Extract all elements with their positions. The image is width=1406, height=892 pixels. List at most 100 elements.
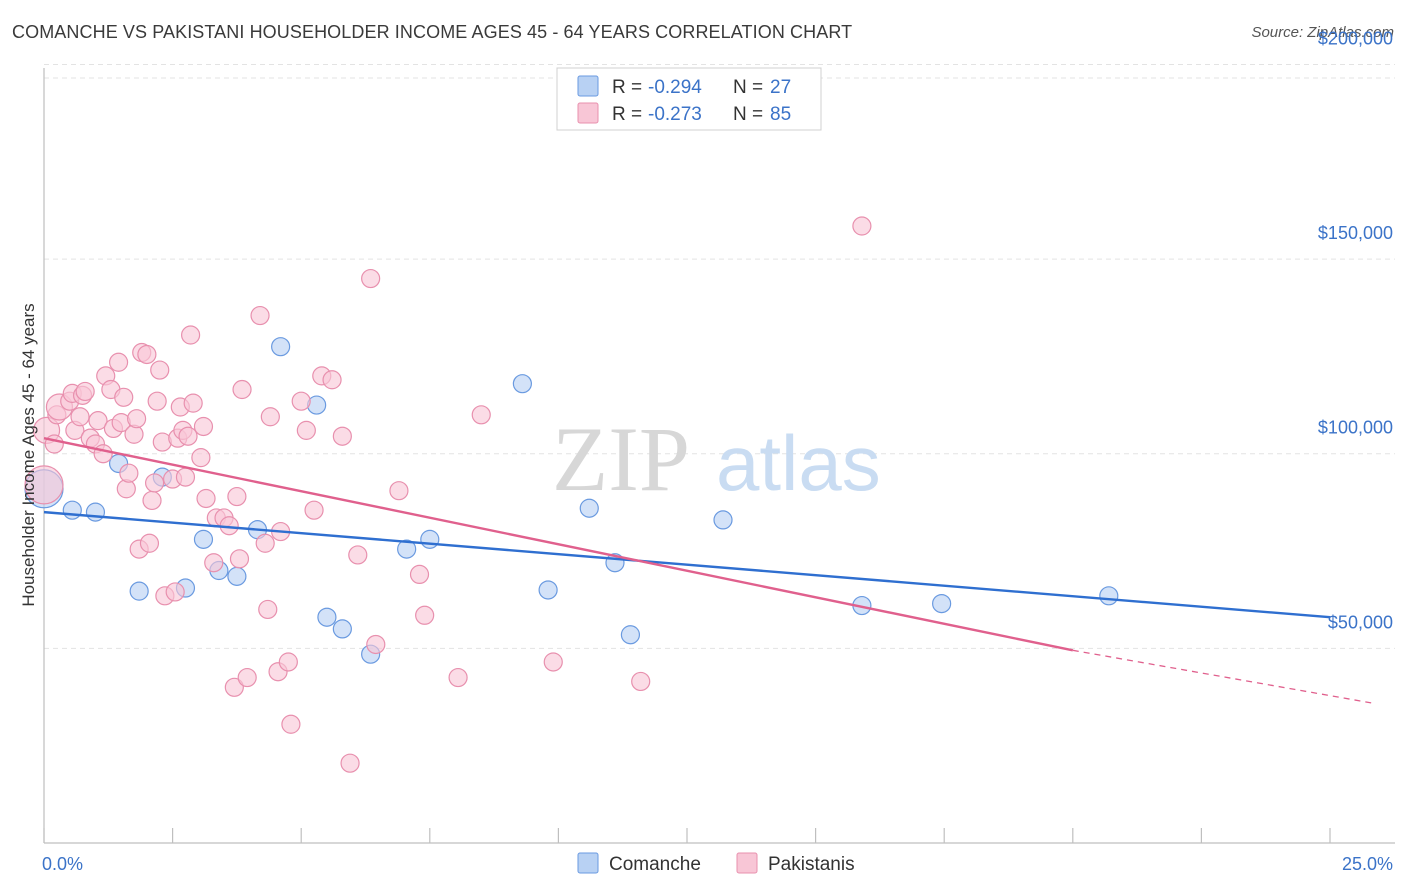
data-point bbox=[620, 625, 641, 645]
data-point bbox=[204, 553, 224, 573]
data-point bbox=[108, 352, 129, 372]
data-point bbox=[332, 619, 352, 639]
data-point bbox=[147, 391, 167, 411]
trend-lines bbox=[43, 436, 1372, 704]
stats-legend: R = -0.294 N = 27 R = -0.273 N = 85 bbox=[556, 67, 822, 131]
series-label-comanche: Comanche bbox=[609, 854, 701, 875]
data-point bbox=[932, 593, 952, 614]
data-point bbox=[229, 549, 250, 569]
data-point bbox=[366, 634, 386, 655]
data-point bbox=[116, 479, 136, 499]
data-point bbox=[348, 545, 368, 565]
data-point bbox=[281, 714, 301, 734]
chart-title: COMANCHE VS PAKISTANI HOUSEHOLDER INCOME… bbox=[12, 22, 853, 42]
data-point bbox=[181, 325, 201, 345]
data-point bbox=[579, 498, 599, 518]
trend-line bbox=[43, 510, 1331, 619]
data-point bbox=[119, 463, 139, 483]
data-point bbox=[415, 605, 435, 625]
data-point bbox=[322, 370, 342, 390]
data-point bbox=[255, 533, 275, 553]
data-point bbox=[397, 539, 417, 559]
watermark-zip: ZIP bbox=[552, 408, 690, 510]
data-point bbox=[193, 416, 214, 437]
data-point bbox=[296, 420, 316, 440]
data-point bbox=[409, 564, 430, 585]
data-point bbox=[1099, 586, 1119, 606]
y-tick-label: $200,000 bbox=[1318, 28, 1393, 48]
x-tick-label: 25.0% bbox=[1342, 854, 1393, 874]
data-point bbox=[232, 379, 252, 400]
series-label-pakistanis: Pakistanis bbox=[768, 854, 855, 875]
series-swatch-pakistanis bbox=[736, 852, 758, 874]
series-swatch-comanche bbox=[577, 852, 599, 874]
stats-legend-box bbox=[556, 67, 822, 131]
data-point bbox=[631, 671, 651, 692]
y-axis-label: Householder Income Ages 45 - 64 years bbox=[19, 303, 38, 606]
legend-r-value: -0.294 bbox=[648, 77, 702, 98]
data-point bbox=[129, 581, 149, 601]
data-point bbox=[258, 599, 278, 620]
watermark-atlas: atlas bbox=[716, 419, 881, 507]
data-point bbox=[150, 360, 170, 380]
data-point bbox=[165, 582, 185, 602]
data-point bbox=[85, 502, 106, 522]
data-point bbox=[227, 486, 247, 507]
data-point bbox=[340, 753, 360, 773]
data-point bbox=[139, 533, 160, 553]
data-point bbox=[191, 448, 211, 468]
data-point bbox=[224, 677, 244, 697]
data-point bbox=[44, 434, 64, 454]
x-tick-label: 0.0% bbox=[42, 854, 83, 874]
data-point bbox=[142, 490, 162, 511]
data-point bbox=[713, 510, 733, 530]
axes bbox=[43, 68, 1395, 844]
y-tick-label: $150,000 bbox=[1318, 223, 1393, 243]
legend-n-value: 85 bbox=[770, 104, 791, 125]
data-point bbox=[114, 387, 134, 407]
data-point bbox=[237, 667, 257, 688]
data-point bbox=[420, 529, 440, 549]
legend-r-label: R = bbox=[612, 77, 642, 98]
data-point bbox=[88, 411, 108, 431]
data-point bbox=[278, 652, 298, 672]
data-point bbox=[183, 393, 203, 413]
data-point bbox=[471, 405, 491, 425]
data-point bbox=[250, 305, 270, 326]
legend-r-label: R = bbox=[612, 104, 642, 125]
data-point bbox=[512, 374, 532, 394]
series-legend: Comanche Pakistanis bbox=[577, 852, 855, 875]
data-point bbox=[24, 465, 64, 505]
chart-source: Source: ZipAtlas.com bbox=[1251, 24, 1394, 41]
data-point bbox=[543, 652, 563, 672]
data-point bbox=[361, 268, 381, 289]
legend-n-value: 27 bbox=[770, 77, 791, 98]
legend-swatch-pakistanis bbox=[577, 102, 599, 124]
data-point bbox=[852, 216, 872, 236]
data-point bbox=[291, 391, 311, 411]
data-point bbox=[126, 409, 147, 429]
x-ticks bbox=[43, 828, 1331, 843]
legend-n-label: N = bbox=[733, 104, 763, 125]
data-point bbox=[271, 337, 291, 357]
data-point bbox=[448, 667, 468, 688]
trend-line-extension bbox=[1072, 649, 1372, 704]
data-point bbox=[144, 473, 165, 493]
data-point bbox=[193, 529, 214, 549]
data-point bbox=[93, 444, 113, 464]
data-point bbox=[70, 407, 90, 427]
x-tick-labels: 0.0% 25.0% bbox=[42, 854, 1393, 874]
legend-n-label: N = bbox=[733, 77, 763, 98]
data-point bbox=[62, 500, 82, 520]
data-point bbox=[304, 500, 324, 520]
data-point bbox=[75, 381, 95, 402]
data-point bbox=[538, 580, 558, 600]
data-point bbox=[178, 426, 198, 446]
data-point bbox=[196, 488, 216, 509]
y-tick-label: $50,000 bbox=[1328, 612, 1393, 632]
data-point bbox=[227, 566, 247, 586]
data-point bbox=[389, 481, 409, 501]
data-point bbox=[332, 426, 352, 446]
legend-r-value: -0.273 bbox=[648, 104, 702, 125]
y-tick-label: $100,000 bbox=[1318, 418, 1393, 438]
